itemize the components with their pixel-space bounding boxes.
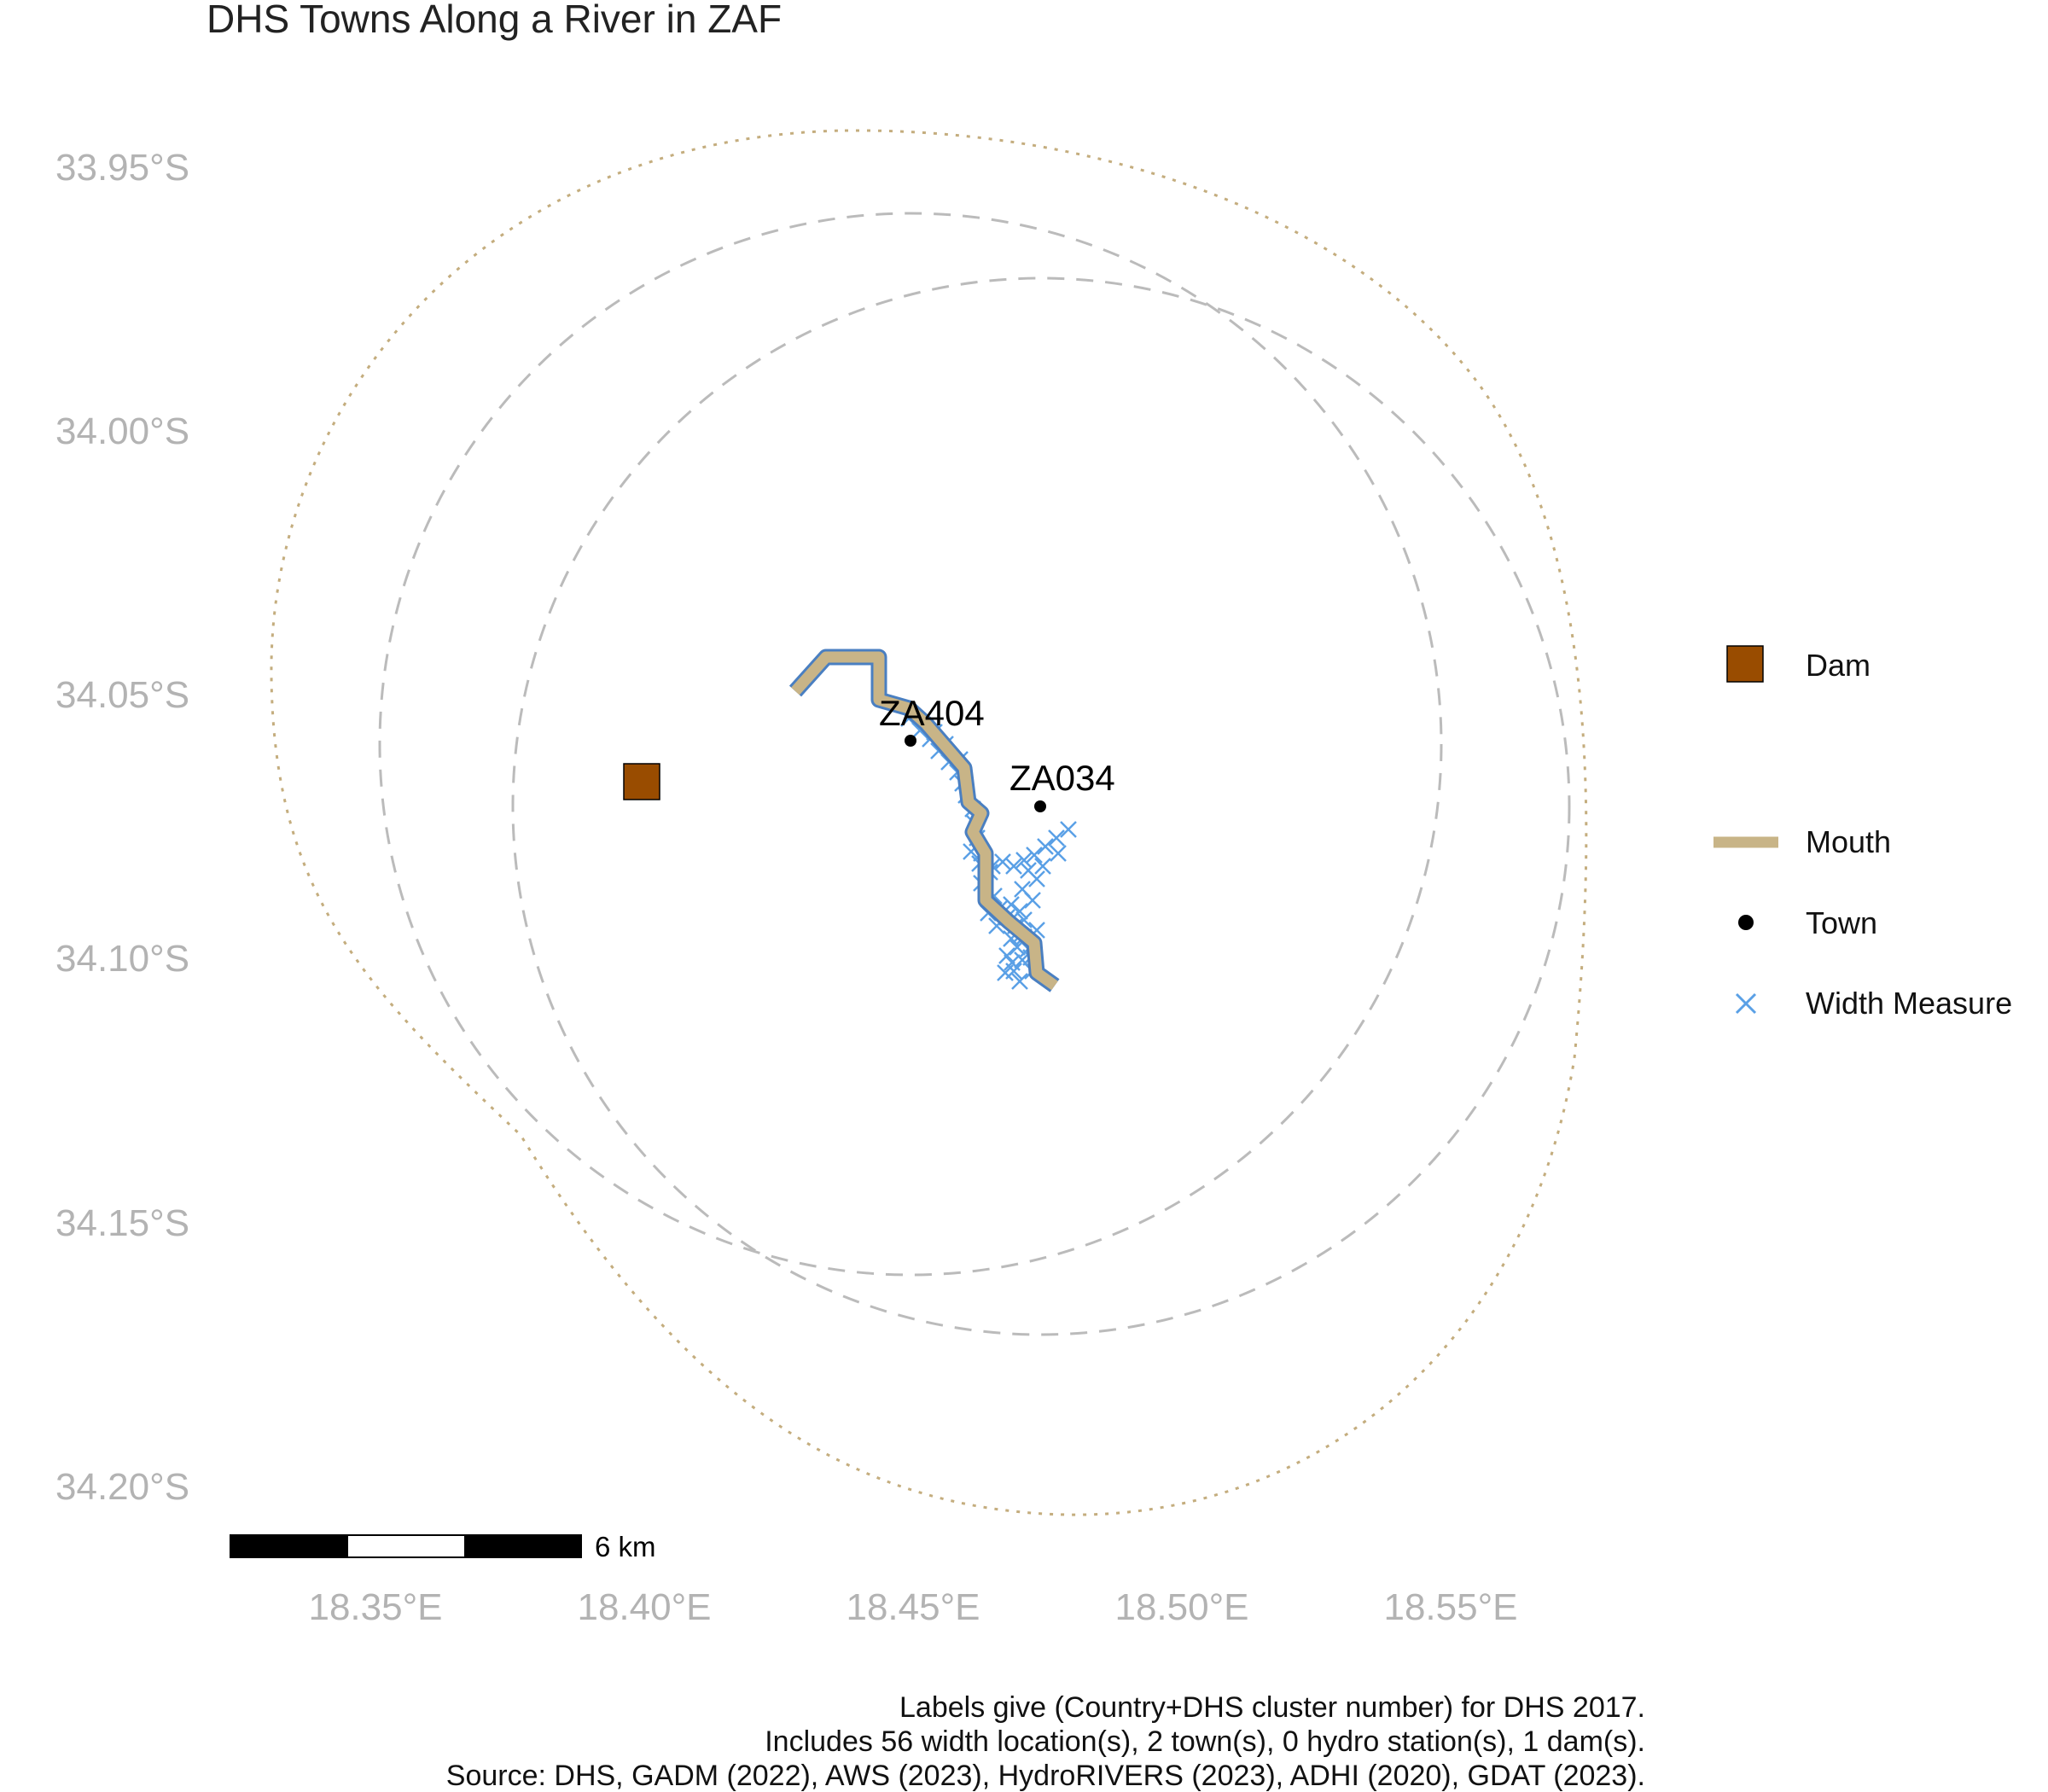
- legend-mouth-label: Mouth: [1806, 824, 1891, 859]
- town-marker-za034[interactable]: [1034, 800, 1046, 812]
- caption: Labels give (Country+DHS cluster number)…: [446, 1691, 1645, 1792]
- town-label-za404: ZA404: [879, 693, 985, 733]
- caption-line-1: Labels give (Country+DHS cluster number)…: [899, 1691, 1645, 1724]
- town-marker-za404[interactable]: [905, 735, 916, 747]
- width-measure-marker: [1011, 973, 1028, 990]
- y-label-34-20: 34.20°S: [55, 1466, 189, 1508]
- scale-bar-segment-3: [464, 1535, 581, 1557]
- width-measure-marker: [997, 964, 1014, 981]
- width-measure-marker: [1015, 852, 1033, 869]
- width-measure-marker: [1034, 858, 1051, 875]
- town-markers: ZA404 ZA034: [879, 693, 1115, 812]
- y-label-34-00: 34.00°S: [55, 410, 189, 452]
- width-measure-marker: [994, 853, 1011, 870]
- scale-bar-label: 6 km: [595, 1531, 656, 1562]
- legend-width-measure-key: [1735, 992, 1757, 1015]
- buffer-circles: [270, 129, 1588, 1516]
- legend-dam-key: [1726, 645, 1764, 683]
- width-measure-marker: [1026, 847, 1043, 864]
- width-measure-marker: [1037, 838, 1054, 855]
- y-label-33-95: 33.95°S: [55, 147, 189, 189]
- mouth-line: [791, 651, 1058, 991]
- width-measure-marker: [1060, 821, 1077, 838]
- river-line: [788, 649, 1060, 992]
- width-measure-marker: [1050, 845, 1067, 862]
- caption-line-3: Source: DHS, GADM (2022), AWS (2023), Hy…: [446, 1760, 1645, 1792]
- legend-town-key: [1738, 915, 1754, 930]
- town-label-za034: ZA034: [1009, 758, 1115, 798]
- legend-width-measure-label: Width Measure: [1806, 986, 2012, 1021]
- x-label-18-45: 18.45°E: [846, 1586, 980, 1628]
- town-buffer-circle-za034: [511, 276, 1571, 1336]
- dam-buffer-outline: [270, 129, 1588, 1516]
- width-measure-marker: [1028, 870, 1045, 887]
- y-label-34-05: 34.05°S: [55, 674, 189, 716]
- caption-line-2: Includes 56 width location(s), 2 town(s)…: [765, 1725, 1645, 1758]
- x-axis-labels: 18.35°E 18.40°E 18.45°E 18.50°E 18.55°E: [308, 1586, 1517, 1628]
- width-measure-marker: [998, 947, 1015, 964]
- map-title: DHS Towns Along a River in ZAF: [207, 0, 782, 41]
- y-label-34-10: 34.10°S: [55, 938, 189, 980]
- y-axis-labels: 33.95°S 34.00°S 34.05°S 34.10°S 34.15°S …: [55, 147, 189, 1508]
- legend: Dam Mouth Town Width Measure: [1713, 645, 2012, 1021]
- width-measure-marker: [1024, 892, 1041, 909]
- y-label-34-15: 34.15°S: [55, 1202, 189, 1244]
- x-label-18-35: 18.35°E: [308, 1586, 442, 1628]
- legend-dam-label: Dam: [1806, 648, 1871, 683]
- width-measure-marker: [1004, 954, 1021, 971]
- x-label-18-50: 18.50°E: [1114, 1586, 1248, 1628]
- width-measure-marker: [1048, 829, 1065, 847]
- scale-bar-segment-1: [230, 1535, 348, 1557]
- dam-marker[interactable]: [623, 763, 660, 800]
- x-label-18-55: 18.55°E: [1383, 1586, 1517, 1628]
- x-label-18-40: 18.40°E: [577, 1586, 711, 1628]
- width-measure-marker: [1005, 858, 1022, 875]
- scale-bar: 6 km: [230, 1531, 656, 1562]
- legend-town-label: Town: [1806, 905, 1877, 940]
- town-buffer-circle-za404: [378, 212, 1443, 1277]
